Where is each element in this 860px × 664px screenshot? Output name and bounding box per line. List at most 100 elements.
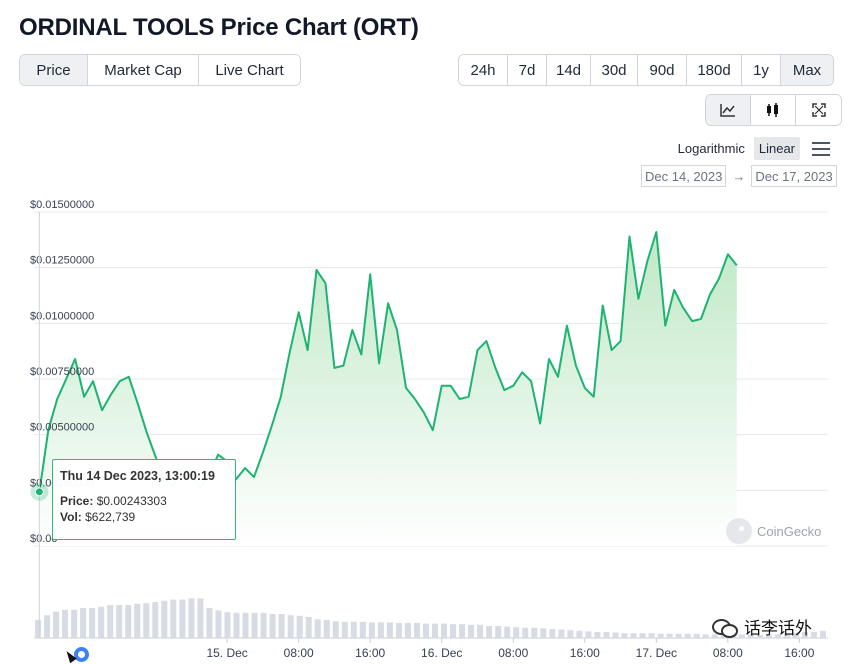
volume-bar bbox=[432, 623, 439, 638]
volume-bar bbox=[567, 630, 574, 638]
coingecko-label: CoinGecko bbox=[757, 523, 822, 539]
tooltip-price-value: $0.00243303 bbox=[96, 494, 167, 508]
y-axis-tick-label: $0.00500000 bbox=[30, 422, 94, 434]
x-axis-tick-label: 08:00 bbox=[713, 646, 743, 660]
volume-bar bbox=[675, 633, 682, 638]
volume-bar bbox=[242, 612, 249, 638]
x-axis-tick-label: 08:00 bbox=[284, 646, 314, 660]
y-axis-tick-label: $0.01500000 bbox=[30, 199, 94, 211]
tab-live-chart[interactable]: Live Chart bbox=[199, 55, 300, 85]
volume-bar bbox=[296, 615, 303, 638]
linear-scale-option[interactable]: Linear bbox=[753, 137, 800, 160]
volume-bar bbox=[810, 632, 817, 638]
tab-price[interactable]: Price bbox=[20, 55, 88, 85]
volume-bar bbox=[702, 634, 709, 638]
date-to-input[interactable]: Dec 17, 2023 bbox=[751, 165, 837, 187]
volume-bar bbox=[747, 634, 754, 638]
volume-bar bbox=[576, 630, 583, 638]
volume-bar bbox=[233, 612, 240, 638]
range-30d-button[interactable]: 30d bbox=[591, 55, 638, 85]
volume-bar bbox=[377, 622, 384, 638]
coingecko-attribution[interactable]: CoinGecko bbox=[726, 518, 821, 544]
date-from-input[interactable]: Dec 14, 2023 bbox=[641, 165, 727, 187]
x-axis-tick-label: 16. Dec bbox=[421, 646, 462, 660]
volume-bar bbox=[341, 621, 348, 638]
fullscreen-button[interactable] bbox=[796, 95, 841, 125]
volume-bar bbox=[107, 605, 114, 638]
price-tooltip: Thu 14 Dec 2023, 13:00:19 Price: $0.0024… bbox=[52, 459, 236, 540]
volume-bar bbox=[639, 633, 646, 638]
coingecko-logo-icon bbox=[726, 518, 752, 544]
range-180d-button[interactable]: 180d bbox=[687, 55, 742, 85]
chart-view-tabs: Price Market Cap Live Chart bbox=[19, 54, 301, 86]
volume-bar bbox=[603, 632, 610, 638]
volume-bar bbox=[188, 598, 195, 638]
range-7d-button[interactable]: 7d bbox=[508, 55, 547, 85]
volume-bar bbox=[756, 635, 763, 638]
volume-bar bbox=[179, 599, 186, 638]
volume-bar bbox=[224, 612, 231, 638]
volume-bar bbox=[161, 600, 168, 638]
volume-bar bbox=[504, 626, 511, 638]
volume-bar bbox=[152, 602, 159, 638]
volume-bar bbox=[513, 627, 520, 638]
volume-bar bbox=[477, 624, 484, 638]
volume-bar bbox=[738, 634, 745, 638]
volume-bar bbox=[53, 611, 60, 638]
tooltip-price-label: Price: bbox=[60, 494, 94, 508]
time-range-tabs: 24h 7d 14d 30d 90d 180d 1y Max bbox=[458, 54, 834, 86]
volume-bar bbox=[441, 623, 448, 638]
wechat-icon bbox=[712, 617, 738, 638]
volume-bar bbox=[413, 623, 420, 638]
volume-bar bbox=[450, 624, 457, 638]
tab-market-cap[interactable]: Market Cap bbox=[88, 55, 199, 85]
volume-bar bbox=[540, 628, 547, 638]
volume-bar bbox=[35, 620, 42, 638]
volume-bar bbox=[765, 634, 772, 638]
volume-bar bbox=[711, 634, 718, 638]
chart-type-toggle bbox=[705, 94, 842, 126]
volume-bar bbox=[612, 632, 619, 638]
volume-bar bbox=[774, 634, 781, 638]
hamburger-menu-icon[interactable] bbox=[812, 141, 830, 156]
volume-bar bbox=[621, 633, 628, 638]
date-range-picker: Dec 14, 2023 → Dec 17, 2023 bbox=[641, 165, 837, 187]
tooltip-vol-value: $622,739 bbox=[85, 510, 136, 524]
range-90d-button[interactable]: 90d bbox=[638, 55, 687, 85]
x-axis-tick-label: 16:00 bbox=[355, 646, 385, 660]
volume-bar bbox=[278, 614, 285, 638]
scale-toggle: Logarithmic Linear bbox=[673, 137, 830, 160]
volume-bar bbox=[134, 603, 141, 638]
x-axis-tick-label: 17. Dec bbox=[636, 646, 677, 660]
volume-bar bbox=[395, 623, 402, 638]
line-chart-button[interactable] bbox=[706, 95, 751, 125]
volume-bar bbox=[657, 633, 664, 638]
range-14d-button[interactable]: 14d bbox=[547, 55, 591, 85]
logarithmic-scale-option[interactable]: Logarithmic bbox=[677, 141, 745, 156]
volume-bar bbox=[323, 620, 330, 638]
volume-bar bbox=[116, 605, 123, 638]
volume-bar bbox=[98, 606, 105, 638]
volume-bar bbox=[170, 599, 177, 638]
candlestick-icon bbox=[767, 103, 778, 117]
volume-bar bbox=[71, 609, 78, 638]
x-axis-tick-label: 16:00 bbox=[570, 646, 600, 660]
volume-bar bbox=[486, 626, 493, 638]
range-1y-button[interactable]: 1y bbox=[742, 55, 781, 85]
volume-bar bbox=[386, 622, 393, 638]
volume-bar bbox=[287, 615, 294, 638]
navigator-handle-icon[interactable] bbox=[74, 647, 89, 662]
x-axis-tick-label: 16:00 bbox=[784, 646, 814, 660]
candlestick-button[interactable] bbox=[751, 95, 796, 125]
volume-bar bbox=[305, 617, 312, 638]
volume-bar bbox=[251, 612, 258, 638]
volume-bar bbox=[684, 633, 691, 638]
volume-bar bbox=[630, 633, 637, 638]
x-axis-tick-label: 15. Dec bbox=[206, 646, 247, 660]
range-24h-button[interactable]: 24h bbox=[459, 55, 508, 85]
volume-bar bbox=[314, 619, 321, 638]
range-max-button[interactable]: Max bbox=[781, 55, 833, 85]
volume-bar bbox=[215, 610, 222, 638]
tooltip-vol-label: Vol: bbox=[60, 510, 82, 524]
